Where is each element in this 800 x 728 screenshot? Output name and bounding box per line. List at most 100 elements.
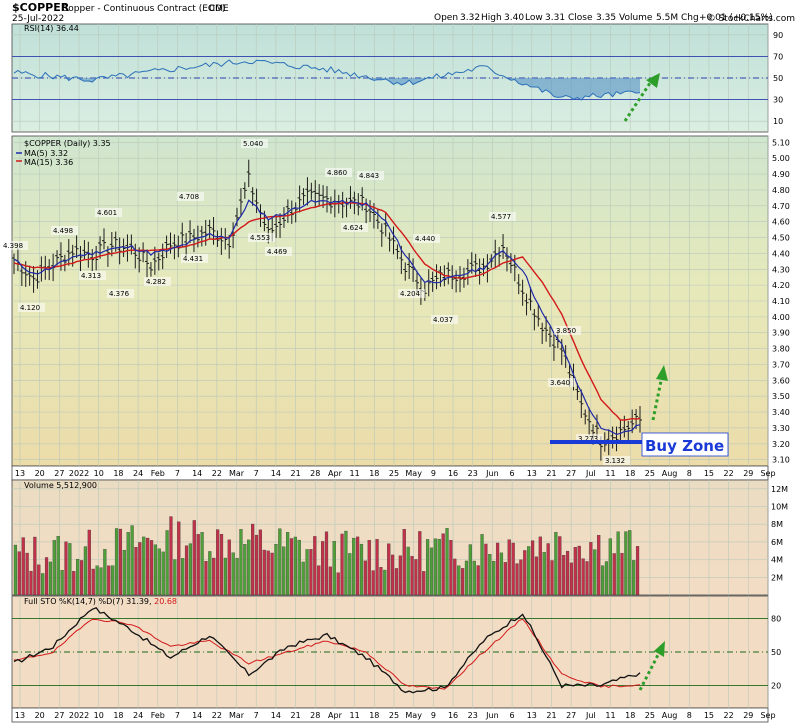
volume-bar	[247, 539, 251, 596]
sto-k-line	[13, 607, 641, 694]
volume-bar	[243, 544, 247, 596]
rsi-tick-label: 30	[773, 96, 783, 105]
sto-series	[13, 607, 641, 694]
point-label: 4.120	[20, 304, 40, 312]
volume-bar	[503, 562, 507, 596]
point-label: 4.037	[433, 316, 453, 324]
x-tick-label: Feb	[151, 711, 165, 720]
point-label-bg	[181, 254, 208, 263]
volume-bar	[616, 531, 620, 596]
volume-bar	[577, 545, 581, 596]
price-tick-label: 4.90	[772, 170, 790, 179]
volume-bar	[437, 538, 441, 596]
volume-bar	[79, 560, 84, 596]
rsi-line	[13, 59, 641, 101]
point-label: 4.313	[81, 272, 101, 280]
volume-bar	[204, 561, 208, 596]
price-tick-label: 3.50	[772, 392, 790, 401]
rsi-tick-label: 90	[773, 31, 783, 40]
volume-bar	[48, 561, 53, 596]
x-tick-label: 28	[310, 469, 320, 478]
volume-bar	[262, 549, 266, 596]
buy-zone-label: Buy Zone	[645, 437, 724, 455]
volume-value: 5.5M	[656, 13, 678, 23]
x-tick-label: Feb	[151, 469, 165, 478]
x-tick-label: 16	[448, 711, 458, 720]
sto-tick-label: 50	[771, 648, 781, 657]
sto-tick-label: 80	[771, 614, 781, 623]
price-tick-label: 3.10	[772, 456, 790, 465]
x-tick-label: 22	[724, 711, 734, 720]
x-tick-label: 21	[290, 711, 300, 720]
point-label: 4.469	[267, 248, 287, 256]
x-tick-label: 13	[15, 711, 25, 720]
x-tick-label: 18	[625, 711, 635, 720]
x-tick-label: 18	[369, 469, 379, 478]
volume-bar	[235, 557, 239, 596]
x-tick-label: 14	[192, 469, 202, 478]
volume-tick-label: 6M	[771, 538, 783, 547]
price-legend: $COPPER (Daily) 3.35	[24, 139, 111, 148]
point-label: 3.132	[605, 457, 625, 465]
price-tick-label: 3.70	[772, 360, 790, 369]
rsi-tick-label: 50	[773, 74, 783, 83]
price-tick-label: 4.60	[772, 218, 790, 227]
x-tick-label: 7	[175, 469, 180, 478]
volume-bar	[480, 534, 484, 596]
volume-bar	[169, 516, 173, 596]
point-label-bg	[576, 434, 603, 443]
ma15-line	[13, 201, 641, 421]
x-tick-label: 9	[431, 711, 436, 720]
x-tick-label: 24	[133, 469, 143, 478]
x-tick-label: 25	[389, 469, 399, 478]
sto-uptrend-arrow	[638, 641, 665, 691]
x-tick-label: 6	[510, 711, 515, 720]
volume-bar	[223, 557, 228, 596]
volume-bar	[231, 552, 235, 596]
volume-bar	[573, 547, 577, 596]
volume-bar	[589, 542, 593, 596]
point-label: 4.498	[53, 227, 73, 235]
point-label-bg	[241, 139, 268, 148]
volume-bar	[305, 549, 309, 596]
high-value: 3.40	[504, 13, 524, 23]
volume-bar	[321, 541, 325, 596]
volume-bar	[146, 537, 150, 596]
price-tick-label: 4.00	[772, 313, 790, 322]
volume-bar	[157, 548, 161, 596]
volume-tick-label: 10M	[771, 503, 788, 512]
point-label: 4.860	[327, 169, 347, 177]
volume-bar	[402, 529, 406, 596]
volume-bar	[425, 539, 430, 596]
volume-bar	[515, 563, 519, 596]
x-tick-label: 2022	[69, 469, 89, 478]
volume-bar	[99, 567, 103, 596]
price-point-labels: 4.398 4.120 4.498 4.313 4.601 4.376 4.282 4.708…	[1, 139, 630, 465]
x-tick-label: 13	[15, 469, 25, 478]
ma5-line	[13, 199, 641, 436]
volume-bar	[60, 570, 64, 596]
point-label: 4.204	[400, 290, 421, 298]
x-tick-label: 18	[113, 711, 123, 720]
x-tick-label: May	[405, 469, 422, 478]
volume-bar	[519, 559, 523, 596]
volume-bar	[538, 536, 542, 596]
x-tick-label: Sep	[760, 711, 775, 720]
volume-bar	[414, 559, 418, 596]
volume-bar	[56, 536, 60, 596]
x-tick-label: 27	[54, 469, 64, 478]
volume-bar	[394, 568, 399, 596]
price-tick-label: 3.30	[772, 424, 790, 433]
price-tick-label: 4.10	[772, 297, 790, 306]
x-tick-label: 21	[546, 469, 556, 478]
volume-bar	[620, 552, 624, 596]
volume-bar	[523, 550, 527, 596]
point-label: 4.282	[146, 278, 166, 286]
point-label-bg	[357, 171, 384, 180]
ohlc-summary: Open 3.32 High 3.40 Low 3.31 Close 3.35 …	[434, 13, 773, 23]
x-tick-label: 27	[566, 469, 576, 478]
volume-bar	[328, 566, 332, 596]
price-tick-label: 4.80	[772, 186, 790, 195]
volume-bar	[546, 543, 550, 596]
x-tick-label: 13	[527, 711, 537, 720]
